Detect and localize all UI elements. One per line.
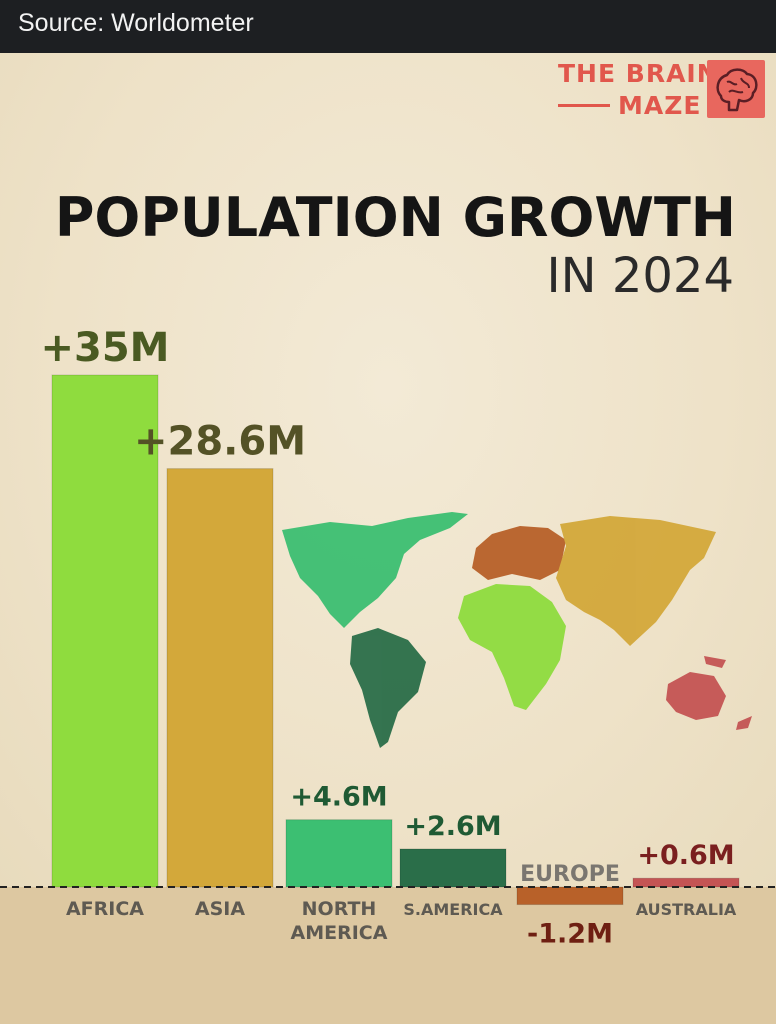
logo-line1: THE BRAIN bbox=[558, 59, 719, 88]
brain-icon bbox=[707, 60, 765, 118]
bar-europe bbox=[516, 886, 624, 906]
category-label: S.AMERICA bbox=[403, 900, 503, 919]
category-label: ASIA bbox=[195, 898, 245, 920]
category-label: NORTH AMERICA bbox=[291, 898, 388, 944]
value-label: -1.2M bbox=[527, 919, 613, 950]
value-label: +28.6M bbox=[134, 419, 306, 465]
value-label: +4.6M bbox=[290, 782, 387, 813]
bar-asia bbox=[166, 468, 274, 888]
category-label: AUSTRALIA bbox=[636, 900, 737, 919]
map-north-america bbox=[282, 512, 468, 628]
category-label: EUROPE bbox=[520, 862, 620, 887]
map-africa bbox=[458, 584, 566, 710]
bar-australia bbox=[632, 877, 740, 888]
value-label: +2.6M bbox=[404, 811, 501, 842]
logo-dash bbox=[558, 104, 610, 107]
bar-africa bbox=[51, 374, 159, 888]
bar-s-america bbox=[399, 848, 507, 888]
logo-line2: MAZE bbox=[618, 91, 702, 120]
source-bar: Source: Worldometer bbox=[0, 0, 776, 53]
category-labels-group: AFRICA ASIA NORTH AMERICA S.AMERICA EUROPE AUS… bbox=[66, 862, 737, 944]
value-label: +0.6M bbox=[637, 840, 734, 871]
bar-north-america bbox=[285, 819, 393, 888]
value-labels-group: +35M +28.6M +4.6M +2.6M -1.2M +0.6M bbox=[41, 325, 735, 950]
bars-group bbox=[51, 374, 740, 906]
chart-subtitle: IN 2024 bbox=[546, 248, 734, 304]
world-map-illustration bbox=[282, 512, 752, 748]
source-text: Source: Worldometer bbox=[18, 9, 254, 37]
ground-band bbox=[0, 887, 776, 1024]
map-asia bbox=[556, 516, 716, 646]
value-label: +35M bbox=[41, 325, 170, 371]
map-oceania-islands bbox=[704, 656, 752, 730]
chart-title: POPULATION GROWTH bbox=[54, 186, 736, 249]
map-south-america bbox=[350, 628, 426, 748]
category-label: AFRICA bbox=[66, 898, 144, 920]
map-australia bbox=[666, 672, 726, 720]
map-europe bbox=[472, 526, 566, 580]
